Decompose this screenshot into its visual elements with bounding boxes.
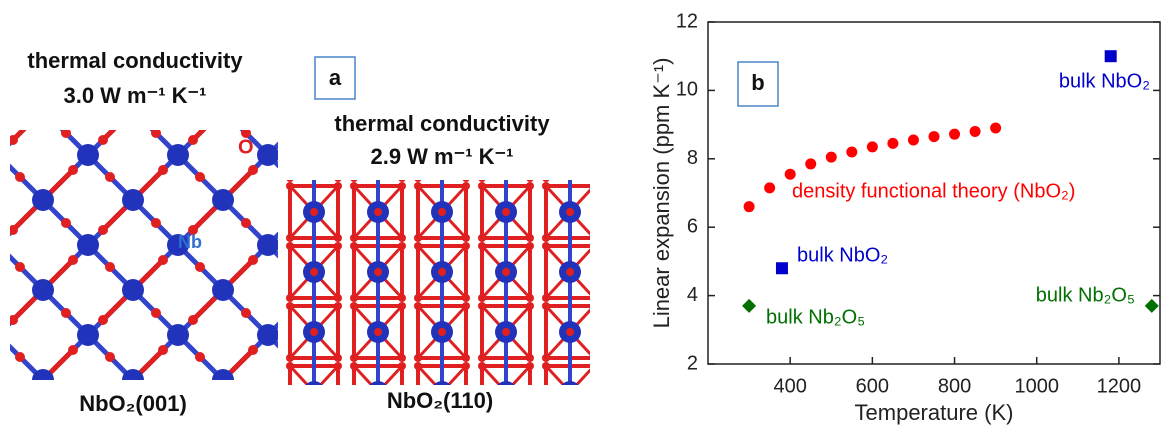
point: [744, 201, 755, 212]
point: [805, 158, 816, 169]
point: [785, 169, 796, 180]
figure: thermal conductivity 3.0 W m⁻¹ K⁻¹ a the…: [0, 0, 1168, 430]
point: [867, 141, 878, 152]
point: [846, 146, 857, 157]
series-label: bulk NbO₂: [1059, 70, 1150, 92]
x-tick-label: 800: [938, 375, 971, 397]
structure-110: [280, 180, 590, 385]
point: [776, 262, 788, 274]
panel-label: b: [751, 70, 764, 95]
heading: thermal conductivity: [27, 48, 243, 73]
x-tick-label: 400: [773, 375, 806, 397]
point: [990, 123, 1001, 134]
point: [970, 126, 981, 137]
point: [742, 299, 756, 313]
series-label: bulk Nb₂O₅: [766, 306, 865, 328]
panel-label: a: [329, 65, 342, 90]
caption: NbO₂(110): [387, 388, 493, 413]
series-label: density functional theory (NbO₂): [792, 180, 1075, 202]
series-label: bulk NbO₂: [797, 244, 888, 266]
atom-label: Nb: [178, 232, 202, 252]
series-label: bulk Nb₂O₅: [1036, 284, 1135, 306]
point: [764, 182, 775, 193]
x-tick-label: 600: [856, 375, 889, 397]
point: [929, 131, 940, 142]
structure-001: [10, 130, 278, 380]
conductivity: 3.0 W m⁻¹ K⁻¹: [63, 83, 206, 108]
point: [908, 134, 919, 145]
x-tick-label: 1200: [1097, 375, 1142, 397]
x-axis-label: Temperature (K): [855, 400, 1014, 425]
heading: thermal conductivity: [334, 111, 550, 136]
y-tick-label: 8: [687, 147, 698, 169]
x-tick-label: 1000: [1014, 375, 1059, 397]
point: [949, 129, 960, 140]
y-tick-label: 4: [687, 284, 698, 306]
atom-label: O: [238, 136, 254, 158]
conductivity: 2.9 W m⁻¹ K⁻¹: [370, 144, 513, 169]
point: [887, 138, 898, 149]
point: [826, 152, 837, 163]
y-tick-label: 6: [687, 215, 698, 237]
point: [1145, 299, 1159, 313]
y-axis-label: Linear expansion (ppm K⁻¹): [649, 58, 674, 329]
point: [1105, 50, 1117, 62]
y-tick-label: 2: [687, 352, 698, 374]
caption: NbO₂(001): [79, 391, 187, 416]
y-tick-label: 10: [676, 79, 698, 101]
y-tick-label: 12: [676, 10, 698, 32]
